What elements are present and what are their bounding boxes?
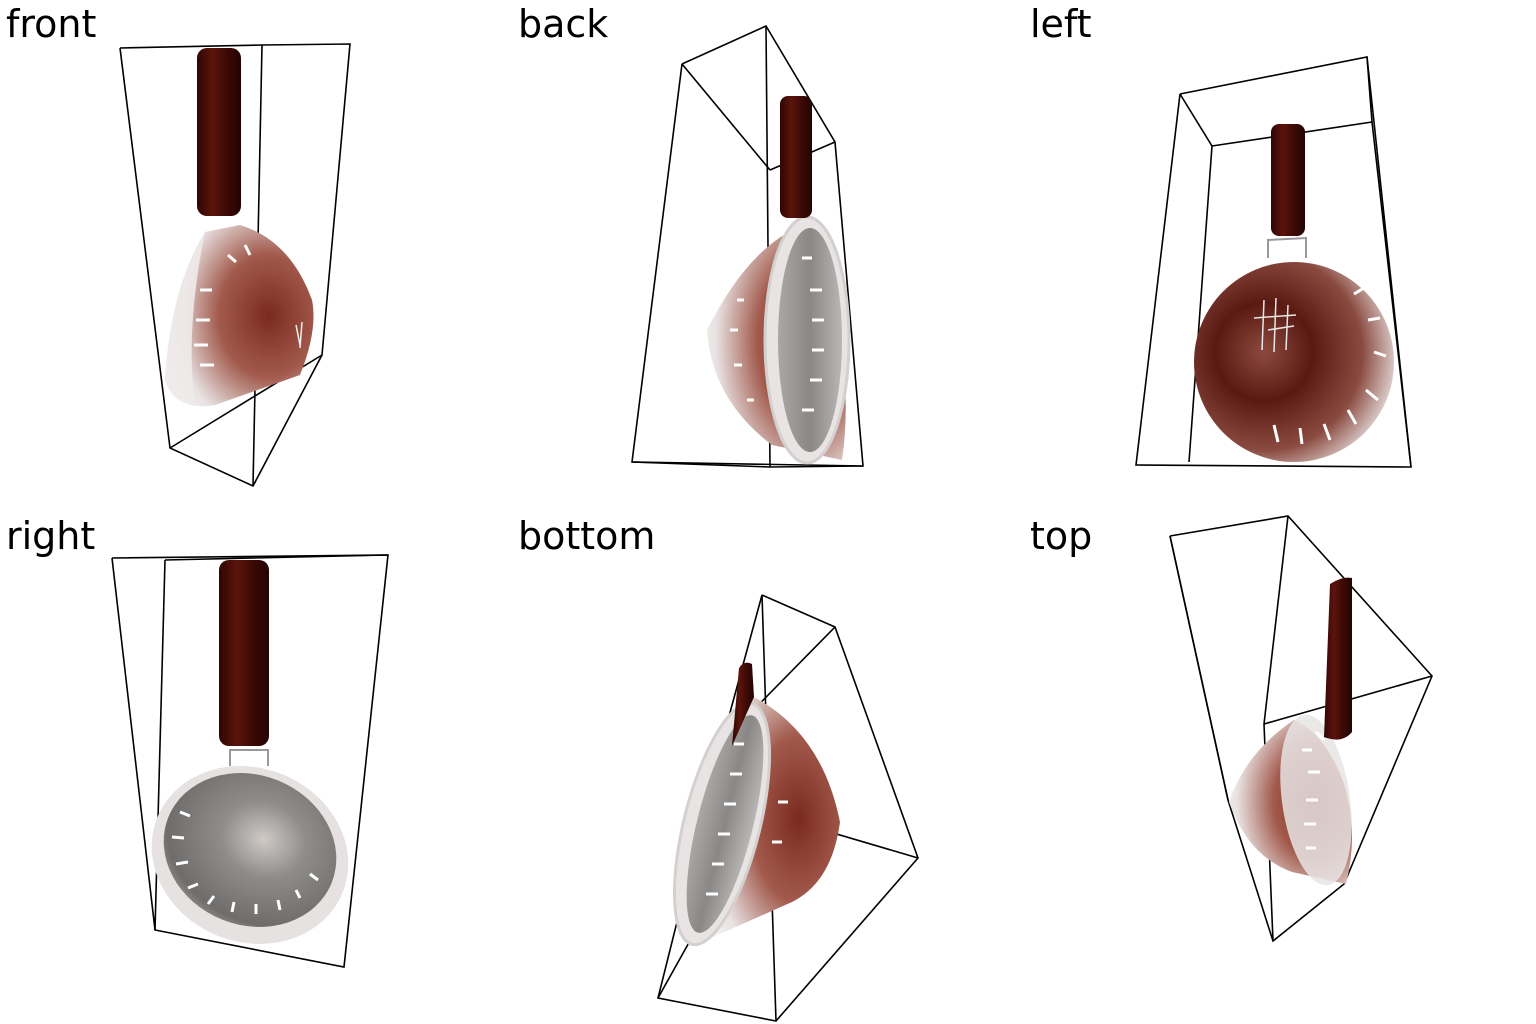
back-render [631,24,864,468]
colander-inner [163,773,337,927]
right-render [111,554,389,968]
colander-holes [730,256,824,412]
colander-holes [194,244,252,367]
colander-bowl [1194,262,1394,462]
colander-handle [732,662,754,746]
view-panel-right: right [0,512,512,1024]
colander-holes [706,742,788,896]
view-label: front [6,2,97,46]
view-panel-bottom: bottom [512,512,1024,1024]
colander-handle [1324,577,1352,740]
colander-holes [1302,730,1326,850]
view-panel-top: top [1024,512,1536,1024]
colander-bowl [165,225,314,407]
colander-holes [1272,286,1387,445]
view-label: back [518,2,609,46]
view-panel-front: front [0,0,512,512]
colander-handle [780,96,812,218]
top-render [1169,515,1433,943]
view-label: right [6,514,96,558]
colander-handle [1271,124,1305,236]
view-panel-left: left [1024,0,1536,512]
colander-handle [219,560,269,746]
bottom-render [657,594,919,1022]
view-label: bottom [518,514,656,558]
colander-inner [778,228,842,452]
view-label: left [1030,2,1092,46]
left-render [1135,56,1412,468]
colander-handle [197,48,241,216]
engraved-mark [1253,297,1297,353]
colander-holes [171,810,319,914]
bounding-box [1135,56,1412,468]
view-panel-back: back [512,0,1024,512]
colander-inner [686,715,764,933]
front-render [119,43,351,488]
view-label: top [1030,514,1093,558]
